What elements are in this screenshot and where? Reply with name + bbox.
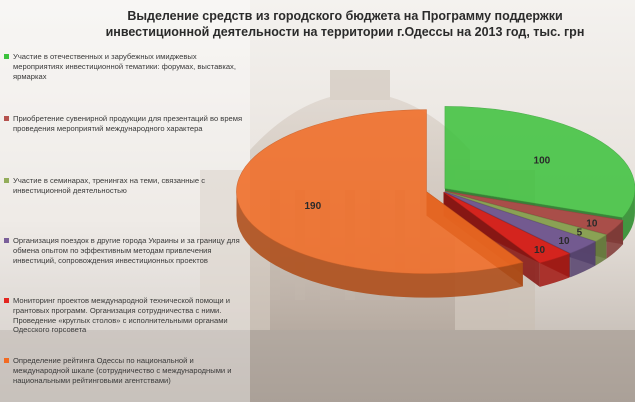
legend-label: Приобретение сувенирной продукции для пр… [13, 114, 243, 133]
data-label: 10 [558, 236, 570, 247]
legend-swatch [4, 298, 9, 303]
legend-item: Определение рейтинга Одессы по националь… [4, 356, 244, 385]
legend-backdrop [0, 0, 250, 402]
legend-label: Участие в отечественных и зарубежных ими… [13, 52, 236, 81]
data-label: 10 [586, 218, 598, 229]
legend-label: Мониторинг проектов международной технич… [13, 296, 230, 335]
slice-side [570, 241, 596, 278]
slice-side [595, 234, 607, 266]
data-label: 10 [534, 245, 546, 256]
data-label: 5 [577, 228, 583, 239]
street [0, 330, 635, 402]
data-label: 190 [304, 201, 321, 212]
slice-side [539, 253, 570, 287]
pie-slice [443, 191, 571, 264]
pie-slice [444, 106, 635, 218]
legend-item: Участие в отечественных и зарубежных ими… [4, 52, 244, 81]
legend-label: Определение рейтинга Одессы по националь… [13, 356, 232, 385]
legend-label: Организация поездок в другие города Укра… [13, 236, 240, 265]
pie-slice [236, 109, 524, 274]
legend-item: Приобретение сувенирной продукции для пр… [4, 114, 244, 134]
legend-item: Мониторинг проектов международной технич… [4, 296, 244, 335]
legend-swatch [4, 178, 9, 183]
data-label: 100 [534, 156, 551, 167]
chart-title: Выделение средств из городского бюджета … [105, 9, 585, 39]
legend-swatch [4, 238, 9, 243]
legend-swatch [4, 54, 9, 59]
pie-slice [444, 191, 597, 254]
legend-item: Участие в семинарах, тренингах на теми, … [4, 176, 244, 196]
slice-side [606, 220, 624, 259]
legend-swatch [4, 116, 9, 121]
slice-side [622, 188, 635, 242]
legend-swatch [4, 358, 9, 363]
pie-slice [444, 191, 608, 242]
legend-label: Участие в семинарах, тренингах на теми, … [13, 176, 206, 195]
pie-slice [445, 190, 624, 235]
legend-item: Организация поездок в другие города Укра… [4, 236, 244, 265]
slice-side [236, 191, 523, 298]
